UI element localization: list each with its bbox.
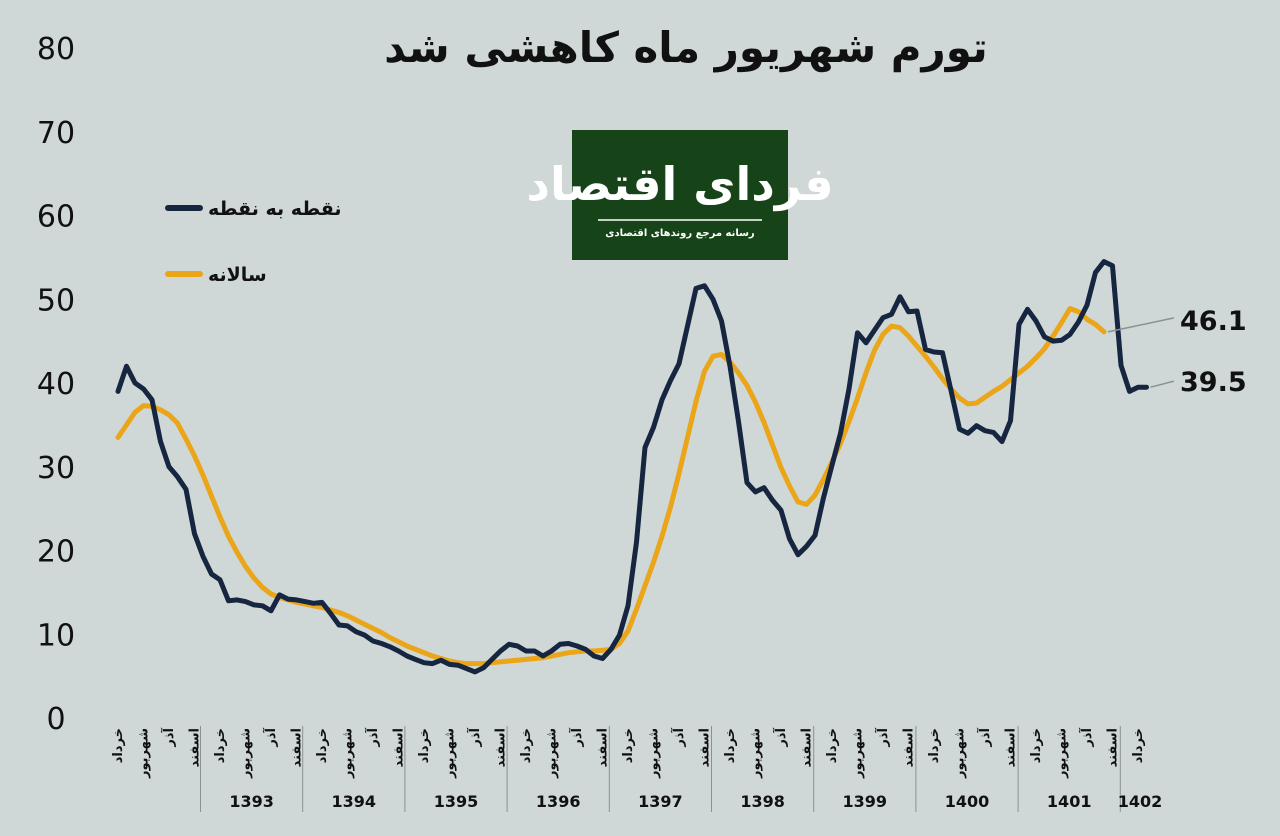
- end-labels: 39.5 46.1: [1107, 306, 1247, 398]
- year-label: 1399: [843, 792, 888, 811]
- month-tick-label: شهریور: [239, 728, 254, 779]
- month-tick-label: شهریور: [1055, 728, 1070, 779]
- month-tick-label: خرداد: [927, 728, 942, 763]
- month-tick-label: شهریور: [443, 728, 458, 779]
- y-axis: 0 10 20 30 40 50 60 70 80: [37, 32, 75, 737]
- month-tick-label: اسفند: [596, 728, 611, 767]
- month-tick-label: آذر: [1078, 727, 1095, 747]
- month-tick-label: اسفند: [902, 728, 917, 767]
- month-tick-label: اسفند: [698, 728, 713, 767]
- end-label-annual: 46.1: [1180, 306, 1247, 337]
- month-tick-label: شهریور: [341, 728, 356, 779]
- month-tick-label: شهریور: [647, 728, 662, 779]
- month-tick-label: آذر: [466, 727, 483, 747]
- year-label: 1396: [536, 792, 581, 811]
- y-tick-label: 60: [37, 200, 75, 235]
- year-label: 1398: [740, 792, 785, 811]
- month-tick-label: خرداد: [723, 728, 738, 763]
- year-label: 1400: [945, 792, 990, 811]
- series-layer: [115, 259, 1149, 675]
- year-label: 1394: [332, 792, 377, 811]
- month-tick-label: آذر: [670, 727, 687, 747]
- legend-label-point-to-point: نقطه به نقطه: [208, 198, 342, 220]
- month-tick-label: خرداد: [1029, 728, 1044, 763]
- month-tick-label: خرداد: [825, 728, 840, 763]
- y-tick-label: 50: [37, 283, 75, 318]
- end-label-point-to-point: 39.5: [1180, 367, 1247, 398]
- year-label: 1393: [229, 792, 274, 811]
- month-tick-label: اسفند: [290, 728, 305, 767]
- month-tick-label: خرداد: [1131, 728, 1146, 763]
- month-tick-label: اسفند: [392, 728, 407, 767]
- legend: نقطه به نقطه سالانه: [165, 198, 342, 286]
- year-label: 1402: [1118, 792, 1163, 811]
- y-tick-label: 40: [37, 367, 75, 402]
- month-tick-label: اسفند: [1106, 728, 1121, 767]
- logo-subtitle: رسانه مرجع روندهای اقتصادی: [605, 228, 755, 239]
- y-tick-label: 10: [37, 618, 75, 653]
- year-label: 1397: [638, 792, 683, 811]
- y-tick-label: 70: [37, 116, 75, 151]
- month-tick-label: آذر: [364, 727, 381, 747]
- month-tick-label: شهریور: [851, 728, 866, 779]
- series-line-point-to-point: [115, 259, 1149, 675]
- month-tick-label: اسفند: [188, 728, 203, 767]
- month-tick-label: آذر: [160, 727, 177, 747]
- month-tick-label: اسفند: [494, 728, 509, 767]
- month-tick-label: آذر: [772, 727, 789, 747]
- y-tick-label: 20: [37, 535, 75, 570]
- month-tick-label: خرداد: [621, 728, 636, 763]
- month-tick-label: خرداد: [315, 728, 330, 763]
- month-tick-label: آذر: [568, 727, 585, 747]
- year-label: 1401: [1047, 792, 1092, 811]
- year-label: 1395: [434, 792, 479, 811]
- y-tick-label: 30: [37, 451, 75, 486]
- y-tick-label: 80: [37, 32, 75, 67]
- x-axis: 1393 1394 1395 1396 1397 1398 1399 1400 1401 1402…: [111, 726, 1162, 812]
- month-tick-label: شهریور: [953, 728, 968, 779]
- month-tick-label: آذر: [262, 727, 279, 747]
- logo-background: [572, 130, 788, 260]
- month-tick-label: خرداد: [417, 728, 432, 763]
- chart-title: تورم شهریور ماه کاهشی شد: [384, 23, 988, 73]
- end-label-leader: [1107, 317, 1175, 333]
- month-tick-label: آذر: [976, 727, 993, 747]
- y-tick-label: 0: [46, 702, 65, 737]
- logo-title: فردای اقتصاد: [526, 157, 833, 211]
- month-tick-label: شهریور: [545, 728, 560, 779]
- end-label-leader: [1150, 380, 1175, 388]
- month-tick-label: خرداد: [213, 728, 228, 763]
- month-tick-label: اسفند: [1004, 728, 1019, 767]
- month-tick-label: شهریور: [749, 728, 764, 779]
- month-tick-label: خرداد: [519, 728, 534, 763]
- legend-label-annual: سالانه: [208, 264, 267, 286]
- month-tick-label: خرداد: [111, 728, 126, 763]
- month-tick-label: آذر: [874, 727, 891, 747]
- logo: فردای اقتصاد رسانه مرجع روندهای اقتصادی: [526, 130, 834, 260]
- month-tick-label: شهریور: [137, 728, 152, 779]
- month-tick-label: اسفند: [800, 728, 815, 767]
